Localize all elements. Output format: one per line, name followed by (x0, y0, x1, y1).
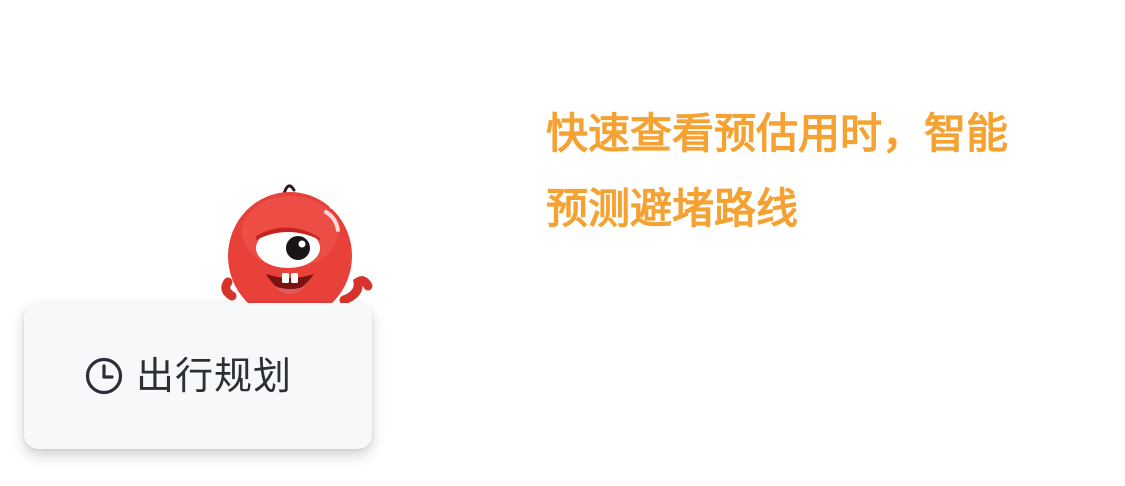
tip-line-2: 预测避堵路线 (546, 184, 799, 233)
trip-planning-label: 出行规划 (135, 354, 292, 398)
trip-planning-button[interactable]: 出行规划 (24, 303, 372, 449)
red-mascot-icon (221, 184, 373, 318)
tip-line-1: 快速查看预估用时，智能 (546, 109, 1009, 158)
feature-tip: 快速查看预估用时，智能 预测避堵路线 (546, 96, 1086, 246)
clock-icon (85, 357, 123, 395)
